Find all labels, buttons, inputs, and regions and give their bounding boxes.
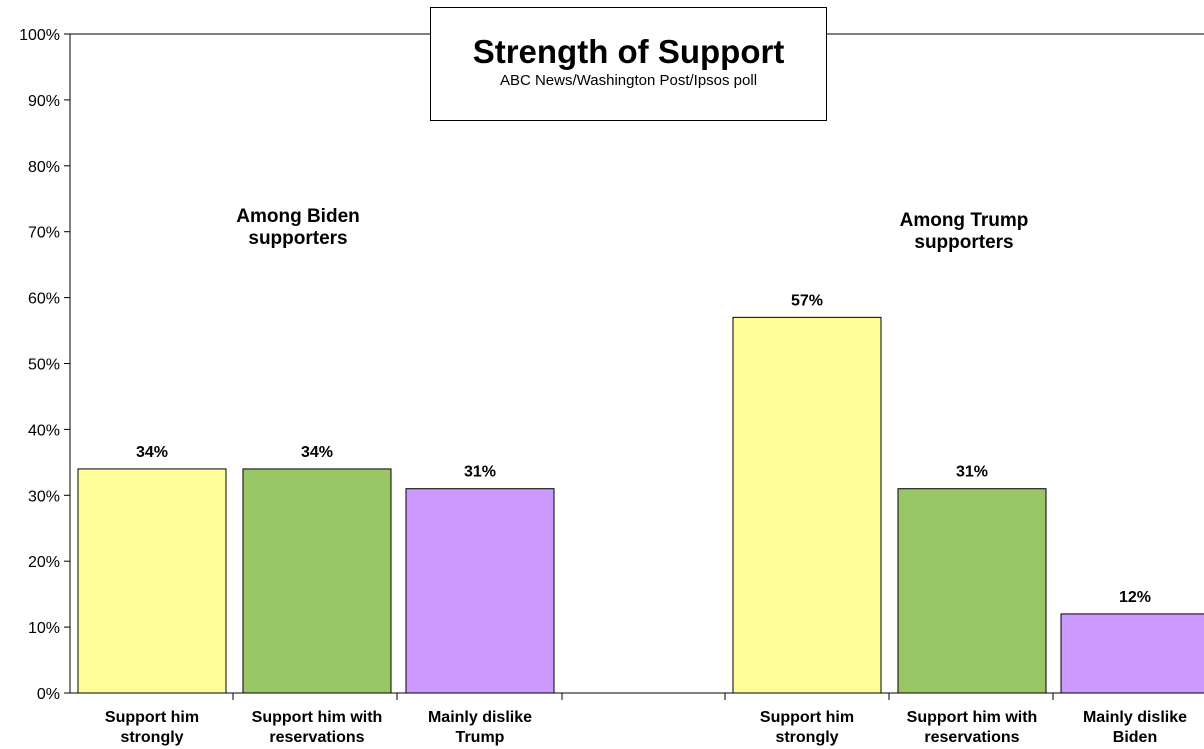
- y-tick-label: 20%: [28, 554, 60, 571]
- category-label: Mainly dislike Biden: [1083, 709, 1187, 746]
- bar: [77, 468, 227, 694]
- y-tick-label: 50%: [28, 357, 60, 374]
- category-label: Support him with reservations: [907, 709, 1038, 746]
- y-tick-label: 40%: [28, 422, 60, 439]
- y-tick-label: 0%: [37, 686, 60, 703]
- bar: [732, 316, 882, 694]
- category-label: Mainly dislike Trump: [428, 709, 532, 746]
- bar: [897, 488, 1047, 694]
- bar-value-label: 34%: [301, 444, 333, 461]
- category-label: Support him strongly: [760, 709, 854, 746]
- y-tick-label: 80%: [28, 159, 60, 176]
- bar: [1060, 613, 1204, 694]
- bar: [242, 468, 392, 694]
- bar-value-label: 57%: [791, 292, 823, 309]
- y-tick-label: 90%: [28, 93, 60, 110]
- group-label-trump: Among Trump supporters: [899, 210, 1029, 253]
- chart-subtitle: ABC News/Washington Post/Ipsos poll: [499, 72, 758, 89]
- y-tick-label: 30%: [28, 488, 60, 505]
- y-tick-label: 10%: [28, 620, 60, 637]
- y-tick-label: 60%: [28, 291, 60, 308]
- category-label: Support him strongly: [105, 709, 199, 746]
- group-label-biden: Among Biden supporters: [236, 206, 360, 249]
- category-label: Support him with reservations: [252, 709, 383, 746]
- bar-value-label: 34%: [136, 444, 168, 461]
- y-tick-label: 70%: [28, 225, 60, 242]
- y-tick-label: 100%: [19, 27, 60, 44]
- bar-value-label: 31%: [464, 464, 496, 481]
- bar-value-label: 12%: [1119, 589, 1151, 606]
- chart-title: Strength of Support: [472, 33, 785, 70]
- chart-title-box: Strength of Support ABC News/Washington …: [430, 7, 827, 121]
- bar-value-label: 31%: [956, 464, 988, 481]
- bar: [405, 488, 555, 694]
- labels: 34% Support him strongly 34% Support him wit…: [105, 292, 1187, 746]
- bars: [77, 316, 1204, 694]
